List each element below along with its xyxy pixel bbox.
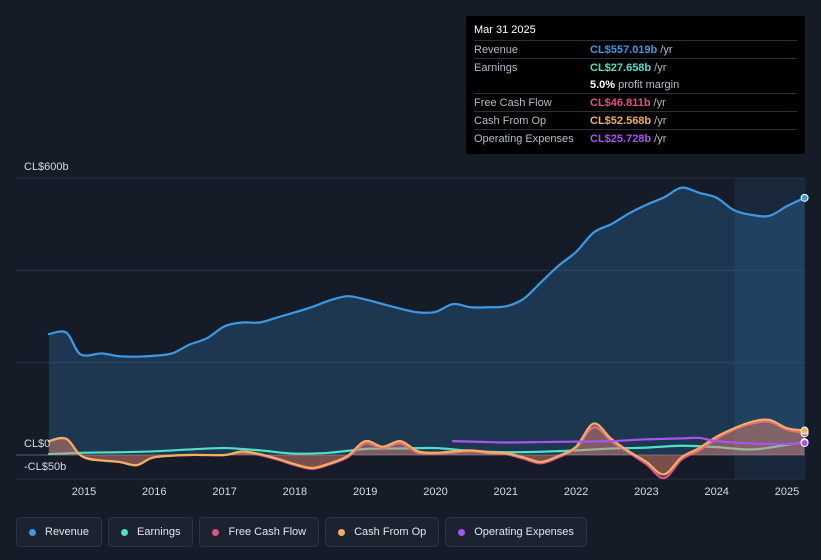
legend-item-revenue[interactable]: Revenue — [16, 517, 103, 547]
operating-expenses-endpoint — [800, 438, 809, 447]
tooltip-unit: /yr — [653, 96, 666, 109]
tooltip-row: Revenue CL$557.019b/yr — [474, 40, 797, 58]
tooltip-unit: /yr — [660, 43, 673, 56]
tooltip-label: Operating Expenses — [474, 132, 574, 145]
legend-dot-icon — [121, 528, 129, 536]
cash-from-op-line — [47, 418, 806, 476]
revenue-line — [47, 186, 806, 358]
legend-dot-icon — [212, 528, 220, 536]
tooltip-label: Earnings — [474, 61, 518, 74]
y-tick-label: CL$600b — [24, 161, 69, 173]
tooltip-value: CL$46.811b — [590, 96, 651, 109]
y-tick-label: CL$0 — [24, 438, 50, 450]
tooltip-value: CL$557.019b — [590, 43, 658, 56]
tooltip-row: Cash From Op CL$52.568b/yr — [474, 111, 797, 129]
x-tick-label: 2022 — [564, 486, 588, 498]
series-layer — [47, 186, 806, 480]
legend-item-cash-from-op[interactable]: Cash From Op — [325, 517, 440, 547]
operating-expenses-line — [451, 436, 806, 446]
tooltip-row: Free Cash Flow CL$46.811b/yr — [474, 93, 797, 111]
x-tick-label: 2017 — [212, 486, 236, 498]
revenue-endpoint — [800, 193, 809, 202]
legend-label: Free Cash Flow — [228, 526, 307, 538]
legend-label: Revenue — [45, 526, 90, 538]
tooltip-label: Cash From Op — [474, 114, 547, 127]
legend-item-operating-expenses[interactable]: Operating Expenses — [445, 517, 587, 547]
tooltip-label: Free Cash Flow — [474, 96, 552, 109]
tooltip-value: CL$27.658b — [590, 61, 652, 74]
revenue-area — [48, 187, 805, 456]
x-tick-label: 2015 — [72, 486, 96, 498]
x-tick-label: 2021 — [494, 486, 518, 498]
legend-label: Operating Expenses — [474, 526, 574, 538]
legend-dot-icon — [338, 528, 346, 536]
series-endpoints — [800, 193, 809, 447]
x-axis-labels: 2015 2016 2017 2018 2019 2020 2021 2022 2023 2024… — [72, 486, 799, 498]
tooltip-unit: profit margin — [618, 78, 680, 91]
tooltip-date: Mar 31 2025 — [474, 24, 536, 36]
legend: Revenue Earnings Free Cash Flow Cash From O… — [16, 517, 587, 547]
data-tooltip: Mar 31 2025 Revenue CL$557.019b/yr Earning… — [466, 16, 805, 154]
cash-from-op-endpoint — [800, 426, 809, 435]
tooltip-unit: /yr — [654, 61, 667, 74]
legend-dot-icon — [29, 528, 36, 536]
tooltip-value: CL$25.728b — [590, 132, 652, 145]
x-tick-label: 2019 — [353, 486, 377, 498]
tooltip-unit: /yr — [654, 132, 667, 145]
tooltip-row: 5.0% profit margin — [474, 76, 797, 93]
y-axis-labels: CL$600b CL$0 -CL$50b — [24, 161, 69, 473]
tooltip-value: CL$52.568b — [590, 114, 652, 127]
tooltip-rows: Revenue CL$557.019b/yr Earnings CL$27.658b /… — [474, 40, 797, 147]
tooltip-row: Earnings CL$27.658b/yr — [474, 58, 797, 76]
legend-item-free-cash-flow[interactable]: Free Cash Flow — [199, 517, 320, 547]
x-tick-label: 2023 — [634, 486, 658, 498]
tooltip-row: Operating Expenses CL$25.728b/yr — [474, 129, 797, 147]
x-tick-label: 2016 — [142, 486, 166, 498]
x-tick-label: 2018 — [283, 486, 307, 498]
legend-label: Earnings — [137, 526, 181, 538]
x-tick-label: 2025 — [775, 486, 799, 498]
legend-dot-icon — [458, 528, 466, 536]
y-tick-label: -CL$50b — [24, 461, 66, 473]
grid — [16, 177, 805, 480]
tooltip-label: Revenue — [474, 43, 519, 56]
tooltip-value: 5.0% — [590, 78, 616, 91]
earnings-line — [47, 440, 806, 456]
x-tick-label: 2024 — [704, 486, 728, 498]
legend-label: Cash From Op — [354, 526, 427, 538]
legend-item-earnings[interactable]: Earnings — [108, 517, 194, 547]
tooltip-unit: /yr — [654, 114, 667, 127]
x-tick-label: 2020 — [423, 486, 447, 498]
